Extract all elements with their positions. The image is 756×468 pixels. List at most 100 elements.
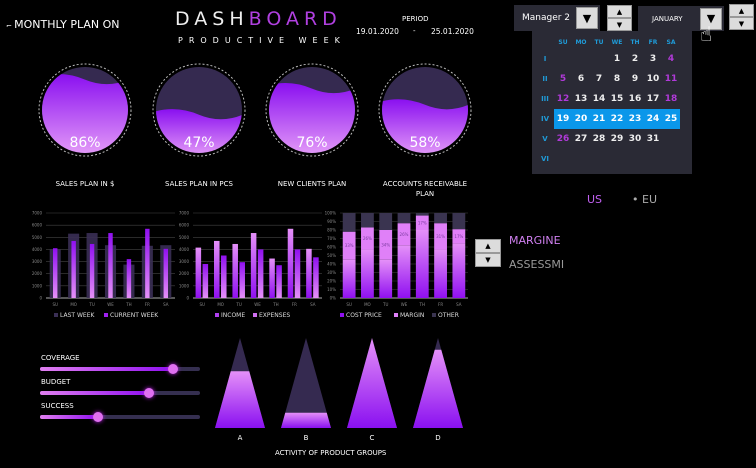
arrow-up-icon[interactable]: ▲ <box>475 239 501 253</box>
bar-segment-cost-price <box>415 230 429 298</box>
calendar-day[interactable]: 3 <box>649 54 657 64</box>
arrow-down-icon[interactable]: ▼ <box>607 18 632 31</box>
calendar-day[interactable]: 5 <box>559 74 567 84</box>
calendar-day[interactable]: 18 <box>664 94 678 104</box>
calendar-day[interactable]: 8 <box>613 74 621 84</box>
y-tick-label: 100% <box>325 211 337 216</box>
calendar-day[interactable] <box>572 49 590 69</box>
calendar-day[interactable]: 1 <box>613 54 621 64</box>
calendar-day[interactable]: 12 <box>556 94 570 104</box>
metric-assessmi[interactable]: ASSESSMI <box>509 258 565 271</box>
calendar-day[interactable]: 21 <box>590 109 608 129</box>
gauge <box>265 63 359 157</box>
calendar-day[interactable]: 30 <box>628 134 642 144</box>
calendar-day[interactable] <box>626 149 644 169</box>
bar-segment-cost-price <box>361 249 374 298</box>
monthly-plan-toggle[interactable]: ⌐ MONTHLY PLAN ON <box>6 18 120 31</box>
hand-cursor-icon: ☝ <box>700 22 713 46</box>
metric-margine[interactable]: MARGINE <box>509 234 561 247</box>
arrow-down-icon[interactable]: ▼ <box>729 17 754 30</box>
manager-spinner[interactable]: ▲ ▼ <box>607 5 632 31</box>
slider-track[interactable] <box>40 364 200 374</box>
calendar-day[interactable]: 25 <box>662 109 680 129</box>
manager-dropdown[interactable]: Manager 2 ▼ <box>514 5 600 31</box>
calendar-day[interactable]: 2 <box>631 54 639 64</box>
calendar-day[interactable]: 19 <box>554 109 572 129</box>
y-tick-label: 2000 <box>32 271 43 276</box>
calendar-day[interactable] <box>608 149 626 169</box>
arrow-down-icon[interactable]: ▼ <box>475 253 501 267</box>
calendar-day[interactable]: 11 <box>664 74 678 84</box>
calendar-day[interactable]: 23 <box>626 109 644 129</box>
slider-label: SUCCESS <box>41 402 74 410</box>
calendar-day[interactable]: 28 <box>592 134 606 144</box>
bar-current-week <box>126 259 132 298</box>
data-label: 33% <box>345 243 354 248</box>
calendar-day[interactable] <box>662 149 680 169</box>
calendar-day[interactable] <box>554 49 572 69</box>
y-tick-label: 6000 <box>32 223 43 228</box>
bar-segment-cost-price <box>452 243 466 298</box>
chevron-down-icon[interactable]: ▼ <box>700 7 722 30</box>
legend-label: CURRENT WEEK <box>110 312 159 319</box>
calendar-day[interactable]: 13 <box>574 94 588 104</box>
slider-track[interactable] <box>40 388 200 398</box>
calendar-day[interactable]: 7 <box>595 74 603 84</box>
legend-swatch <box>215 313 219 317</box>
slider-thumb[interactable] <box>143 388 154 398</box>
y-tick-label: 1000 <box>32 283 43 288</box>
gauge-value: 76% <box>296 135 328 151</box>
x-tick-label: MO <box>364 302 371 307</box>
arrow-up-icon[interactable]: ▲ <box>729 4 754 17</box>
calendar-day[interactable]: 9 <box>631 74 639 84</box>
calendar-day[interactable]: 17 <box>646 94 660 104</box>
bar-income <box>214 240 220 298</box>
weekday-header: SU <box>558 38 568 46</box>
legend-swatch <box>340 313 344 317</box>
week-label: IV <box>540 115 550 123</box>
region-eu[interactable]: • EU <box>632 193 658 206</box>
slider-thumb[interactable] <box>92 412 103 422</box>
chevron-down-icon[interactable]: ▼ <box>576 7 598 29</box>
calendar-day[interactable] <box>644 149 662 169</box>
bar-segment-cost-price <box>397 245 411 298</box>
calendar-day[interactable]: 31 <box>646 134 660 144</box>
calendar-week: II 5 6 7 8 9 10 11 <box>536 69 680 89</box>
calendar-day[interactable]: 14 <box>592 94 606 104</box>
calendar-day[interactable]: 20 <box>572 109 590 129</box>
calendar-day[interactable]: 6 <box>577 74 585 84</box>
bar-income <box>269 258 275 298</box>
calendar-day[interactable]: 29 <box>610 134 624 144</box>
y-tick-label: 1000 <box>179 283 190 288</box>
slider-track[interactable] <box>40 412 200 422</box>
calendar-day[interactable]: 4 <box>667 54 675 64</box>
calendar-day[interactable] <box>662 129 680 149</box>
region-us[interactable]: US <box>587 193 603 206</box>
slider-thumb[interactable] <box>167 364 178 374</box>
calendar-day[interactable]: 27 <box>574 134 588 144</box>
month-spinner[interactable]: ▲ ▼ <box>729 4 754 31</box>
calendar-week: VI <box>536 149 680 169</box>
calendar-day[interactable]: 22 <box>608 109 626 129</box>
gauge-title: NEW CLIENTS PLAN <box>277 180 347 188</box>
calendar-day[interactable]: 26 <box>556 134 570 144</box>
y-tick-label: 4000 <box>179 247 190 252</box>
month-dropdown[interactable]: JANUARY ▼ <box>638 6 724 31</box>
calendar-day[interactable]: 24 <box>644 109 662 129</box>
x-tick-label: TU <box>88 302 94 307</box>
bar-expenses <box>294 249 301 298</box>
bar-segment-cost-price <box>434 249 447 298</box>
calendar-day[interactable]: 15 <box>610 94 624 104</box>
y-tick-label: 6000 <box>179 223 190 228</box>
metric-spinner[interactable]: ▲ ▼ <box>475 239 501 267</box>
calendar-day[interactable] <box>590 149 608 169</box>
bar-income <box>250 233 257 298</box>
calendar-day[interactable]: 10 <box>646 74 660 84</box>
legend-label: INCOME <box>221 312 245 319</box>
calendar-day[interactable] <box>554 149 572 169</box>
calendar-day[interactable] <box>572 149 590 169</box>
calendar-day[interactable]: 16 <box>628 94 642 104</box>
bar-expenses <box>257 249 264 298</box>
arrow-up-icon[interactable]: ▲ <box>607 5 632 18</box>
calendar-day[interactable] <box>590 49 608 69</box>
